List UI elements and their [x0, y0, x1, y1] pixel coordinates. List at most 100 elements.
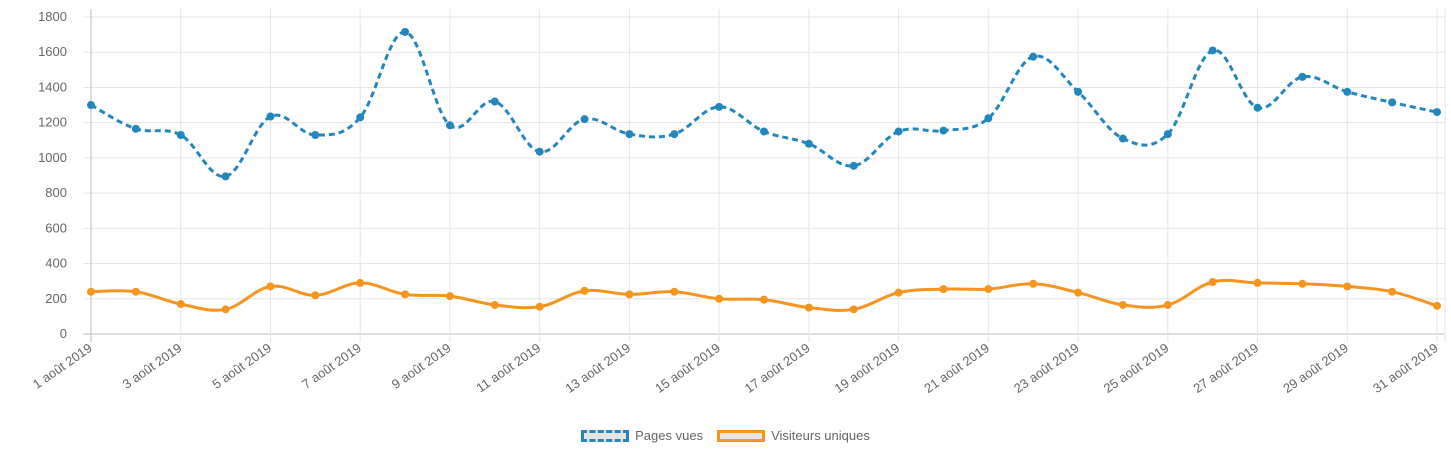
data-point-pages-vues[interactable]	[1208, 46, 1217, 55]
data-point-visiteurs-uniques[interactable]	[939, 285, 948, 294]
y-tick-label: 1600	[38, 44, 67, 59]
data-point-pages-vues[interactable]	[401, 27, 410, 36]
data-point-pages-vues[interactable]	[490, 97, 499, 106]
x-tick-label: 21 août 2019	[921, 340, 992, 396]
data-point-pages-vues[interactable]	[760, 127, 768, 136]
x-tick-label: 15 août 2019	[652, 340, 723, 396]
data-point-pages-vues[interactable]	[894, 127, 903, 136]
y-tick-label: 1000	[38, 150, 67, 165]
data-point-visiteurs-uniques[interactable]	[1433, 301, 1441, 310]
line-chart: 0 200 400 600 800 1000 1200 1400 1600 1800 1 août…	[30, 9, 1446, 396]
data-point-pages-vues[interactable]	[1433, 108, 1441, 117]
y-tick-label: 1400	[38, 79, 67, 94]
data-point-pages-vues[interactable]	[1298, 72, 1307, 81]
y-tick-label: 200	[45, 291, 67, 306]
data-point-visiteurs-uniques[interactable]	[401, 290, 410, 299]
data-point-pages-vues[interactable]	[1118, 134, 1127, 143]
data-point-pages-vues[interactable]	[311, 130, 320, 139]
x-tick-label: 5 août 2019	[209, 340, 274, 392]
data-point-visiteurs-uniques[interactable]	[1388, 287, 1397, 296]
data-point-pages-vues[interactable]	[580, 115, 589, 124]
data-point-pages-vues[interactable]	[445, 121, 454, 130]
grid	[83, 9, 1446, 342]
data-point-pages-vues[interactable]	[1029, 52, 1038, 61]
data-point-pages-vues[interactable]	[87, 101, 95, 110]
x-tick-label: 7 août 2019	[299, 340, 364, 392]
y-axis-ticks: 0 200 400 600 800 1000 1200 1400 1600 1800	[38, 9, 67, 341]
x-tick-label: 17 août 2019	[742, 340, 813, 396]
data-point-pages-vues[interactable]	[1388, 98, 1397, 107]
data-point-pages-vues[interactable]	[849, 161, 858, 170]
data-point-pages-vues[interactable]	[176, 130, 185, 139]
legend-item-visiteurs-uniques[interactable]: Visiteurs uniques	[717, 428, 870, 443]
y-tick-label: 1800	[38, 9, 67, 24]
legend-swatch-visiteurs-uniques	[717, 429, 766, 442]
y-tick-label: 1200	[38, 115, 67, 130]
data-point-pages-vues[interactable]	[131, 124, 140, 133]
data-point-visiteurs-uniques[interactable]	[356, 278, 365, 287]
data-point-visiteurs-uniques[interactable]	[87, 287, 95, 296]
data-point-pages-vues[interactable]	[625, 130, 634, 139]
y-tick-label: 0	[60, 326, 67, 341]
data-point-pages-vues[interactable]	[356, 113, 365, 122]
x-tick-label: 13 août 2019	[562, 340, 633, 396]
data-point-visiteurs-uniques[interactable]	[1118, 300, 1127, 309]
data-point-visiteurs-uniques[interactable]	[1298, 279, 1307, 288]
data-point-pages-vues[interactable]	[535, 147, 544, 156]
data-point-visiteurs-uniques[interactable]	[715, 294, 724, 303]
data-point-pages-vues[interactable]	[1074, 87, 1083, 96]
data-point-pages-vues[interactable]	[266, 112, 275, 121]
data-point-visiteurs-uniques[interactable]	[1343, 282, 1352, 291]
data-point-visiteurs-uniques[interactable]	[221, 305, 230, 314]
data-point-visiteurs-uniques[interactable]	[445, 292, 454, 301]
x-tick-label: 11 août 2019	[473, 340, 543, 395]
data-point-pages-vues[interactable]	[804, 139, 813, 148]
data-point-visiteurs-uniques[interactable]	[535, 302, 544, 311]
y-tick-label: 800	[45, 185, 67, 200]
data-point-pages-vues[interactable]	[715, 102, 724, 111]
legend-item-pages-vues[interactable]: Pages vues	[581, 428, 703, 443]
data-point-visiteurs-uniques[interactable]	[131, 287, 140, 296]
data-point-visiteurs-uniques[interactable]	[984, 285, 993, 294]
data-point-visiteurs-uniques[interactable]	[490, 300, 499, 309]
data-point-visiteurs-uniques[interactable]	[804, 303, 813, 312]
legend-swatch-pages-vues	[581, 429, 630, 442]
data-point-pages-vues[interactable]	[670, 130, 679, 139]
x-tick-label: 19 août 2019	[832, 340, 903, 396]
y-tick-label: 400	[45, 256, 67, 271]
series-line-visiteurs-uniques	[90, 278, 1438, 312]
x-tick-label: 3 août 2019	[120, 340, 185, 392]
data-point-visiteurs-uniques[interactable]	[1253, 278, 1262, 287]
data-point-visiteurs-uniques[interactable]	[580, 286, 589, 295]
data-point-pages-vues[interactable]	[939, 126, 948, 135]
legend-label-visiteurs-uniques: Visiteurs uniques	[771, 428, 870, 443]
legend: Pages vues Visiteurs uniques	[0, 428, 1451, 443]
x-tick-label: 23 août 2019	[1011, 340, 1082, 396]
data-point-visiteurs-uniques[interactable]	[670, 287, 679, 296]
data-point-pages-vues[interactable]	[1163, 130, 1172, 139]
data-point-pages-vues[interactable]	[1343, 87, 1352, 96]
data-point-visiteurs-uniques[interactable]	[176, 300, 185, 309]
data-point-visiteurs-uniques[interactable]	[266, 282, 275, 291]
data-point-visiteurs-uniques[interactable]	[1163, 300, 1172, 309]
x-tick-label: 27 août 2019	[1190, 340, 1261, 396]
data-point-visiteurs-uniques[interactable]	[1029, 279, 1038, 288]
series-line-pages-vues	[90, 30, 1438, 178]
data-point-visiteurs-uniques[interactable]	[760, 295, 768, 304]
data-point-visiteurs-uniques[interactable]	[894, 288, 903, 297]
data-point-pages-vues[interactable]	[1253, 103, 1262, 112]
legend-label-pages-vues: Pages vues	[635, 428, 704, 443]
data-point-visiteurs-uniques[interactable]	[1208, 278, 1217, 287]
y-tick-label: 600	[45, 220, 67, 235]
series-layer	[87, 27, 1441, 314]
data-point-visiteurs-uniques[interactable]	[1074, 288, 1083, 297]
data-point-pages-vues[interactable]	[984, 114, 993, 123]
data-point-visiteurs-uniques[interactable]	[625, 290, 634, 299]
data-point-visiteurs-uniques[interactable]	[311, 291, 320, 300]
data-point-visiteurs-uniques[interactable]	[849, 305, 858, 314]
data-point-pages-vues[interactable]	[221, 172, 230, 181]
x-tick-label: 1 août 2019	[30, 340, 95, 392]
x-tick-label: 31 août 2019	[1370, 340, 1441, 396]
x-axis-ticks: 1 août 2019 3 août 2019 5 août 2019 7 août …	[30, 340, 1441, 396]
x-tick-label: 9 août 2019	[389, 340, 454, 392]
